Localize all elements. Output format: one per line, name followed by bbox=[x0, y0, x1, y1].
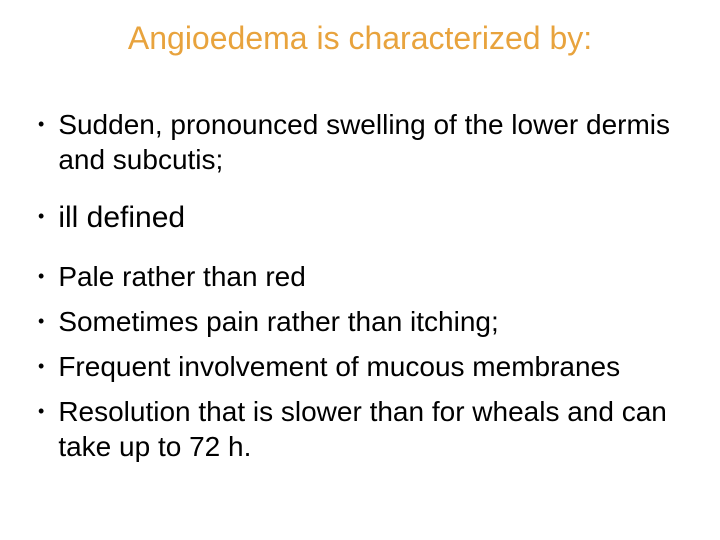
list-item: • ill defined bbox=[38, 199, 690, 237]
bullet-list: • Sudden, pronounced swelling of the low… bbox=[30, 107, 690, 464]
bullet-text: Sudden, pronounced swelling of the lower… bbox=[58, 107, 690, 177]
bullet-text: Pale rather than red bbox=[58, 259, 690, 294]
list-item: • Sudden, pronounced swelling of the low… bbox=[38, 107, 690, 177]
bullet-text: Resolution that is slower than for wheal… bbox=[58, 394, 690, 464]
slide-title: Angioedema is characterized by: bbox=[30, 20, 690, 57]
bullet-icon: • bbox=[38, 113, 44, 136]
bullet-icon: • bbox=[38, 400, 44, 423]
list-item: • Resolution that is slower than for whe… bbox=[38, 394, 690, 464]
bullet-text: Frequent involvement of mucous membranes bbox=[58, 349, 690, 384]
bullet-icon: • bbox=[38, 205, 44, 228]
bullet-icon: • bbox=[38, 355, 44, 378]
bullet-icon: • bbox=[38, 265, 44, 288]
bullet-icon: • bbox=[38, 310, 44, 333]
list-item: • Sometimes pain rather than itching; bbox=[38, 304, 690, 339]
bullet-text: ill defined bbox=[58, 199, 690, 237]
list-item: • Frequent involvement of mucous membran… bbox=[38, 349, 690, 384]
bullet-text: Sometimes pain rather than itching; bbox=[58, 304, 690, 339]
list-item: • Pale rather than red bbox=[38, 259, 690, 294]
